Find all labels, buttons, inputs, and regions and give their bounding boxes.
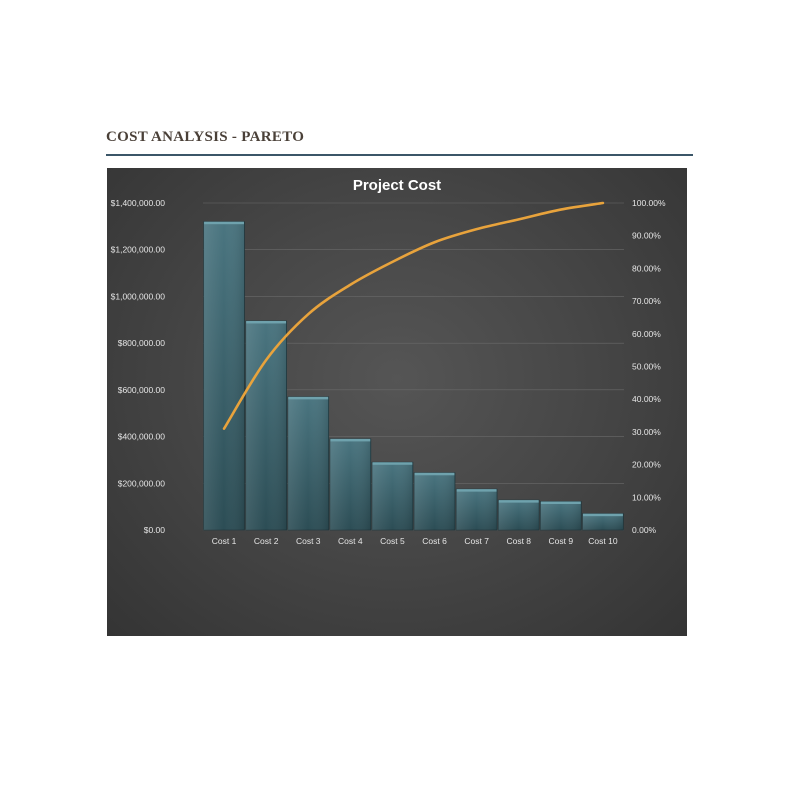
chart-svg: Project Cost $0.00 $200,000.00 $400,000.00… bbox=[107, 168, 687, 636]
bar-top-edge bbox=[583, 514, 623, 517]
chart-title: Project Cost bbox=[353, 177, 441, 194]
category-label: Cost 6 bbox=[422, 536, 447, 546]
bar-sheen bbox=[540, 502, 581, 530]
bar-top-edge bbox=[541, 502, 581, 505]
category-label: Cost 2 bbox=[254, 536, 279, 546]
bar-group bbox=[330, 439, 371, 530]
bar-group bbox=[288, 397, 329, 530]
pareto-chart: Project Cost $0.00 $200,000.00 $400,000.00… bbox=[107, 168, 687, 636]
bar-group bbox=[204, 222, 245, 530]
right-tick-label: 70.00% bbox=[632, 296, 661, 306]
left-tick-label: $600,000.00 bbox=[118, 385, 166, 395]
bar-top-edge bbox=[330, 439, 370, 442]
bar-sheen bbox=[204, 222, 245, 530]
bar-top-edge bbox=[373, 462, 413, 465]
category-label: Cost 10 bbox=[588, 536, 618, 546]
category-label: Cost 3 bbox=[296, 536, 321, 546]
bar-sheen bbox=[414, 473, 455, 530]
bar-top-edge bbox=[415, 473, 455, 476]
bar-sheen bbox=[288, 397, 329, 530]
right-tick-label: 60.00% bbox=[632, 329, 661, 339]
bar-group bbox=[372, 462, 413, 530]
title-divider bbox=[106, 154, 693, 156]
category-label: Cost 5 bbox=[380, 536, 405, 546]
left-tick-label: $1,200,000.00 bbox=[111, 245, 166, 255]
right-tick-label: 90.00% bbox=[632, 231, 661, 241]
bar-group bbox=[498, 500, 539, 530]
bar-sheen bbox=[246, 321, 287, 530]
bar-sheen bbox=[372, 462, 413, 530]
right-axis: 0.00% 10.00% 20.00% 30.00% 40.00% 50.00% 60.00… bbox=[632, 198, 666, 535]
bar-top-edge bbox=[288, 397, 328, 400]
left-tick-label: $1,400,000.00 bbox=[111, 198, 166, 208]
bar-group bbox=[246, 321, 287, 530]
category-label: Cost 1 bbox=[212, 536, 237, 546]
bar-top-edge bbox=[204, 222, 244, 225]
right-tick-label: 30.00% bbox=[632, 427, 661, 437]
bar-sheen bbox=[330, 439, 371, 530]
bar-sheen bbox=[498, 500, 539, 530]
right-tick-label: 40.00% bbox=[632, 394, 661, 404]
right-tick-label: 10.00% bbox=[632, 492, 661, 502]
bar-group bbox=[583, 514, 624, 530]
left-tick-label: $800,000.00 bbox=[118, 338, 166, 348]
left-tick-label: $0.00 bbox=[144, 525, 166, 535]
category-label: Cost 4 bbox=[338, 536, 363, 546]
right-tick-label: 100.00% bbox=[632, 198, 666, 208]
bar-sheen bbox=[456, 489, 497, 530]
right-tick-label: 50.00% bbox=[632, 362, 661, 372]
bar-top-edge bbox=[499, 500, 539, 503]
page-title: COST ANALYSIS - PARETO bbox=[106, 129, 304, 146]
bar-group bbox=[540, 502, 581, 530]
right-tick-label: 20.00% bbox=[632, 460, 661, 470]
left-axis: $0.00 $200,000.00 $400,000.00 $600,000.00 $8… bbox=[111, 198, 166, 535]
left-tick-label: $1,000,000.00 bbox=[111, 291, 166, 301]
left-tick-label: $200,000.00 bbox=[118, 478, 166, 488]
bar-top-edge bbox=[457, 489, 497, 492]
right-tick-label: 0.00% bbox=[632, 525, 657, 535]
bar-group bbox=[456, 489, 497, 530]
category-label: Cost 9 bbox=[549, 536, 574, 546]
bar-group bbox=[414, 473, 455, 530]
category-label: Cost 8 bbox=[506, 536, 531, 546]
right-tick-label: 80.00% bbox=[632, 263, 661, 273]
left-tick-label: $400,000.00 bbox=[118, 432, 166, 442]
x-axis: Cost 1 Cost 2 Cost 3 Cost 4 Cost 5 Cost 6 Cost… bbox=[212, 536, 618, 546]
bar-top-edge bbox=[246, 321, 286, 324]
bars-layer bbox=[204, 222, 624, 530]
category-label: Cost 7 bbox=[464, 536, 489, 546]
